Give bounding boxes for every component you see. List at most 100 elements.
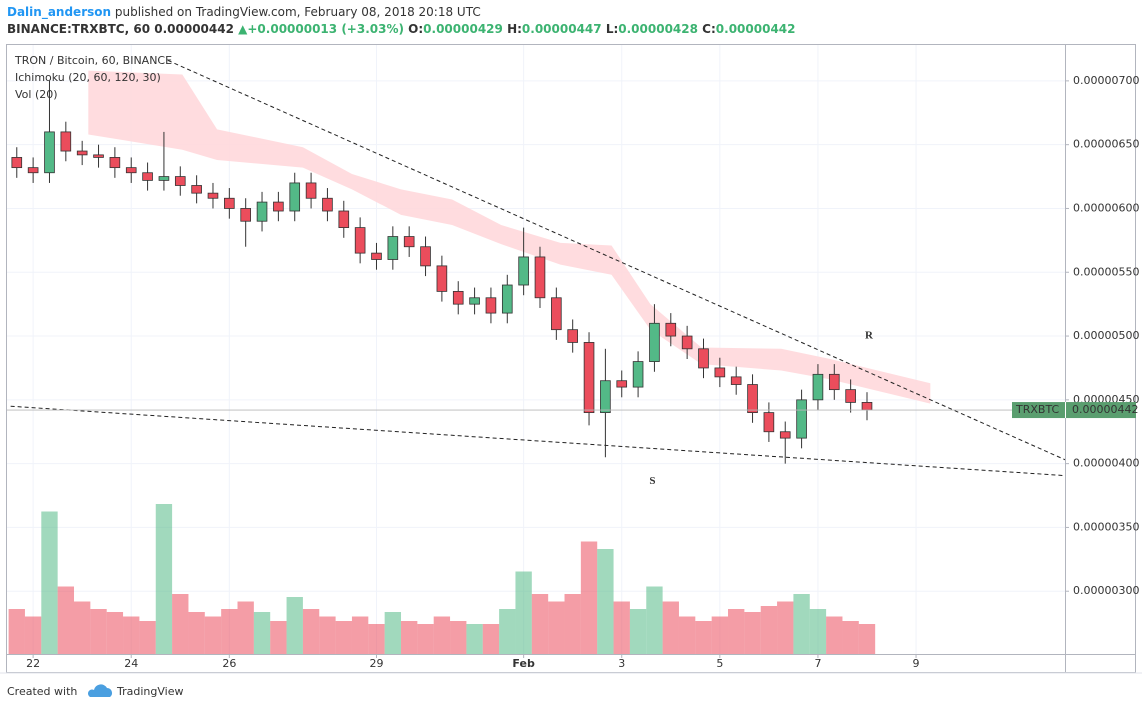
volume-bar bbox=[728, 609, 745, 654]
footer-brand[interactable]: TradingView bbox=[116, 685, 183, 698]
candle-body bbox=[207, 192, 219, 199]
volume-bar bbox=[155, 504, 173, 654]
volume-bar bbox=[401, 621, 418, 654]
volume-bar bbox=[466, 624, 483, 654]
volume-bar bbox=[548, 601, 565, 654]
candle-body bbox=[551, 297, 562, 331]
volume-bar bbox=[760, 606, 778, 654]
volume-bar bbox=[499, 609, 516, 654]
x-tick-label: 24 bbox=[124, 657, 138, 670]
candle-body bbox=[125, 167, 137, 174]
candle-body bbox=[174, 176, 186, 186]
x-tick-label: 26 bbox=[222, 657, 236, 670]
volume-bar bbox=[613, 601, 630, 654]
volume-bar bbox=[286, 597, 303, 654]
symbol: BINANCE:TRXBTC, 60 bbox=[7, 22, 150, 36]
candle-body bbox=[779, 431, 791, 439]
candle-body bbox=[501, 284, 513, 314]
legend-item: TRON / Bitcoin, 60, BINANCE bbox=[14, 54, 172, 67]
volume-bar bbox=[711, 616, 729, 654]
volume-bar bbox=[678, 616, 696, 654]
candle-body bbox=[420, 246, 431, 267]
candle-body bbox=[44, 131, 55, 174]
candle-body bbox=[665, 322, 677, 337]
published: published on TradingView.com, February 0… bbox=[115, 5, 481, 19]
symbol-line: BINANCE:TRXBTC, 60 0.00000442 ▲+0.000000… bbox=[7, 22, 796, 36]
volume-bar bbox=[139, 621, 156, 654]
volume-bar bbox=[335, 621, 352, 654]
l-label: L: bbox=[606, 22, 618, 36]
price-label-symbol: TRXBTC bbox=[1015, 403, 1060, 416]
volume-bar bbox=[744, 612, 761, 654]
change: +0.00000013 (+3.03%) bbox=[247, 22, 404, 36]
volume-bar bbox=[482, 624, 500, 654]
candle-body bbox=[600, 380, 611, 414]
candle-body bbox=[747, 384, 758, 414]
volume-bar bbox=[629, 609, 647, 654]
volume-bar bbox=[826, 616, 843, 654]
candle-body bbox=[240, 208, 251, 222]
volume-bar bbox=[450, 621, 467, 654]
volume-bar bbox=[351, 616, 369, 654]
candle-body bbox=[76, 150, 88, 156]
candle-body bbox=[436, 265, 448, 292]
candle-body bbox=[273, 201, 284, 212]
volume-bar bbox=[564, 594, 581, 654]
volume-bar bbox=[809, 609, 827, 654]
volume-bar bbox=[270, 621, 287, 654]
candle-body bbox=[305, 182, 317, 199]
candle-body bbox=[452, 290, 464, 305]
last: 0.00000442 bbox=[154, 22, 234, 36]
candle-body bbox=[485, 297, 497, 314]
volume-bar bbox=[106, 612, 124, 654]
x-tick-label: 9 bbox=[913, 657, 920, 670]
volume-bar bbox=[662, 601, 679, 654]
author[interactable]: Dalin_anderson bbox=[7, 5, 111, 20]
trendline bbox=[10, 405, 1065, 477]
h-label: H: bbox=[507, 22, 522, 36]
volume-bar bbox=[24, 616, 42, 654]
volume-bar bbox=[41, 511, 58, 654]
candle-body bbox=[322, 197, 333, 212]
y-tick-label: 0.00000350 bbox=[1073, 520, 1139, 533]
candle-body bbox=[224, 197, 235, 209]
candle-body bbox=[616, 380, 628, 388]
volume-bar bbox=[204, 616, 222, 654]
volume-bar bbox=[57, 586, 75, 654]
candle-body bbox=[518, 256, 529, 286]
x-tick-label: 29 bbox=[369, 657, 383, 670]
footer-text: Created with bbox=[7, 685, 77, 698]
candle-body bbox=[469, 297, 480, 305]
candle-body bbox=[796, 399, 807, 439]
candle-layer bbox=[11, 80, 873, 464]
candle-body bbox=[109, 157, 121, 169]
volume-bar bbox=[188, 612, 205, 654]
cloud-layer bbox=[88, 70, 931, 404]
volume-bar bbox=[597, 549, 614, 654]
volume-bar bbox=[646, 586, 663, 654]
y-tick-label: 0.00000650 bbox=[1073, 138, 1139, 151]
x-tick-label: 22 bbox=[26, 657, 40, 670]
x-tick-label: 3 bbox=[618, 657, 625, 670]
volume-bar bbox=[384, 612, 402, 654]
candle-body bbox=[730, 376, 742, 385]
candle-body bbox=[698, 348, 709, 369]
candle-body bbox=[158, 176, 170, 181]
l: 0.00000428 bbox=[618, 22, 698, 36]
candle-body bbox=[403, 236, 415, 248]
candle-body bbox=[632, 361, 644, 388]
overlay-layer bbox=[7, 60, 1065, 477]
volume-layer bbox=[8, 504, 876, 654]
candle-body bbox=[289, 182, 301, 212]
volume-bar bbox=[433, 616, 451, 654]
price-label-value: 0.00000442 bbox=[1072, 403, 1138, 416]
candle-body bbox=[681, 335, 693, 350]
y-tick-label: 0.00000300 bbox=[1073, 584, 1139, 597]
legend-item: Vol (20) bbox=[15, 88, 58, 101]
candle-body bbox=[649, 322, 660, 362]
candle-body bbox=[714, 367, 726, 378]
c-label: C: bbox=[702, 22, 716, 36]
volume-bar bbox=[695, 621, 712, 654]
ichimoku-cloud bbox=[88, 70, 931, 404]
